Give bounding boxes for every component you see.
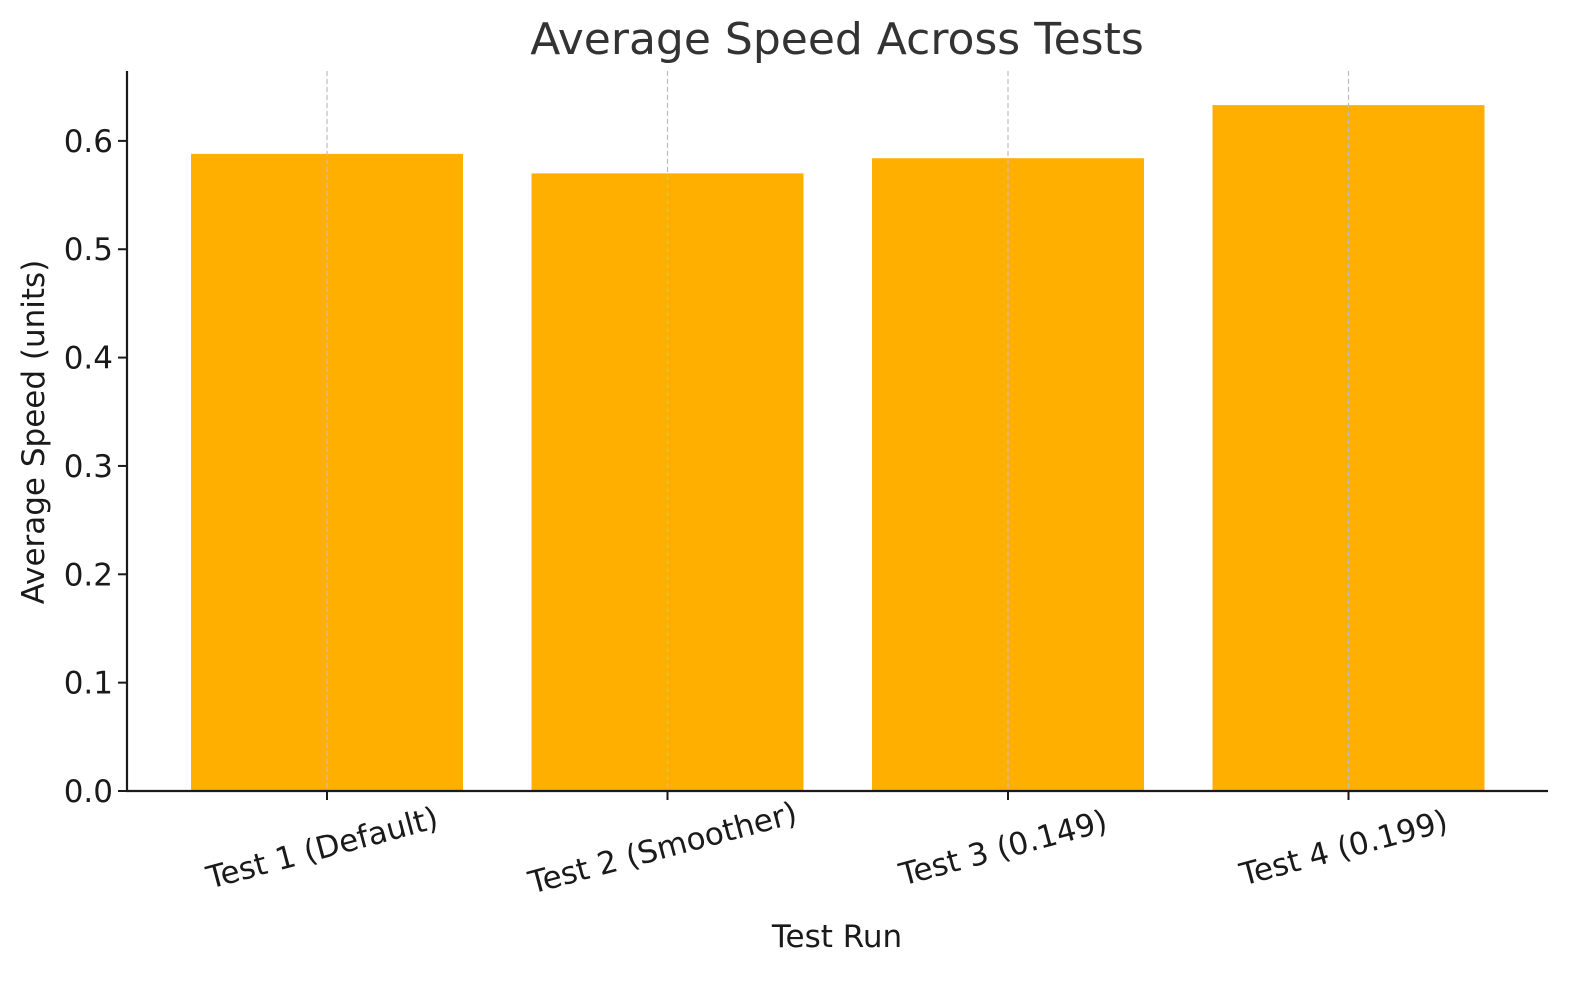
y-axis-label: Average Speed (units) <box>16 260 52 605</box>
y-tick-label: 0.6 <box>64 124 113 160</box>
chart-title: Average Speed Across Tests <box>530 14 1144 65</box>
y-tick-label: 0.0 <box>64 774 113 810</box>
x-tick-label: Test 3 (0.149) <box>895 803 1111 893</box>
x-ticks: Test 1 (Default) Test 2 (Smoother) Test 3 … <box>202 791 1452 902</box>
axes <box>125 71 1548 793</box>
x-tick-label: Test 2 (Smoother) <box>524 795 801 901</box>
y-tick-label: 0.3 <box>64 449 113 485</box>
grid-lines <box>326 71 1350 791</box>
y-ticks: 0.0 0.1 0.2 0.3 0.4 0.5 0.6 <box>64 124 127 810</box>
y-tick-label: 0.4 <box>64 341 113 377</box>
x-axis-label: Test Run <box>771 919 902 955</box>
y-tick-label: 0.2 <box>64 557 113 593</box>
y-tick-label: 0.1 <box>64 666 113 702</box>
bars <box>191 105 1485 792</box>
x-tick-label: Test 1 (Default) <box>202 800 442 897</box>
x-tick-label: Test 4 (0.199) <box>1235 803 1451 893</box>
y-tick-label: 0.5 <box>64 232 113 268</box>
